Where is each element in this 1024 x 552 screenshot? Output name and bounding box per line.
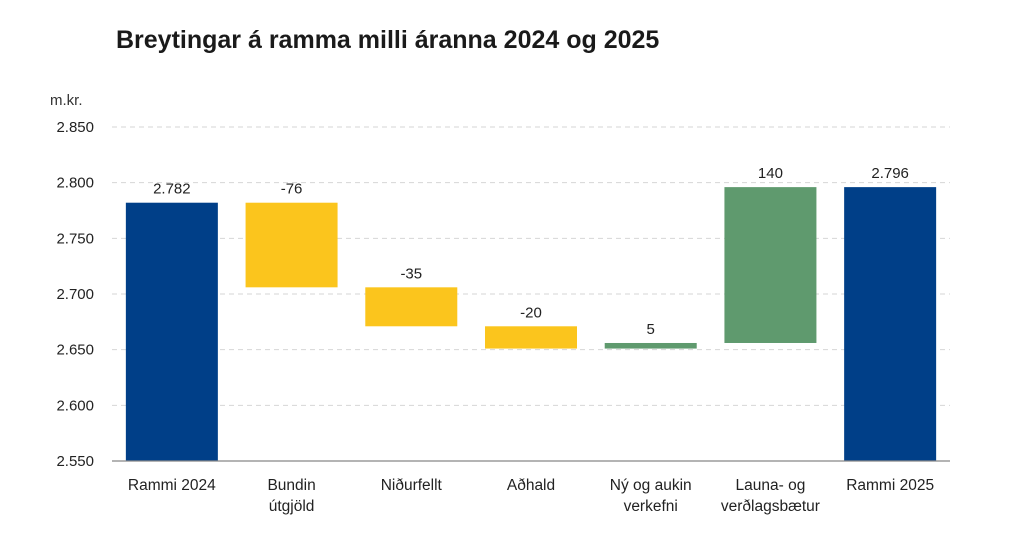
- data-label: -35: [400, 265, 422, 282]
- data-label: -76: [281, 181, 303, 198]
- y-tick-label: 2.650: [56, 342, 94, 359]
- bar-decrease: [245, 202, 338, 288]
- x-category-label: Ný og aukin: [610, 477, 692, 494]
- data-label: 2.782: [153, 181, 191, 198]
- x-category-label: Bundin: [267, 477, 315, 494]
- bar-decrease: [485, 326, 577, 349]
- data-label: -20: [520, 304, 542, 321]
- bar-increase: [604, 342, 697, 349]
- x-category-label: verðlagsbætur: [721, 498, 820, 515]
- data-label: 5: [647, 321, 655, 338]
- y-tick-label: 2.600: [56, 397, 94, 414]
- x-category-label: útgjöld: [269, 498, 315, 515]
- x-category-label: Rammi 2024: [128, 477, 216, 494]
- bar-increase: [724, 187, 817, 343]
- x-category-label: Aðhald: [507, 477, 555, 494]
- y-tick-label: 2.750: [56, 230, 94, 247]
- y-tick-label: 2.800: [56, 175, 94, 192]
- x-category-label: Launa- og: [736, 477, 806, 494]
- bar-total: [125, 202, 218, 461]
- y-tick-label: 2.700: [56, 286, 94, 303]
- y-tick-label: 2.550: [56, 453, 94, 470]
- y-axis-unit-label: m.kr.: [50, 92, 83, 109]
- x-category-label: Niðurfellt: [381, 477, 443, 494]
- chart-title: Breytingar á ramma milli áranna 2024 og …: [116, 26, 660, 54]
- x-category-label: Rammi 2025: [846, 477, 934, 494]
- x-category-label: verkefni: [624, 498, 678, 515]
- data-label: 140: [758, 165, 783, 182]
- bar-decrease: [365, 287, 458, 327]
- data-label: 2.796: [871, 165, 909, 182]
- y-tick-label: 2.850: [56, 119, 94, 136]
- bar-total: [844, 187, 937, 461]
